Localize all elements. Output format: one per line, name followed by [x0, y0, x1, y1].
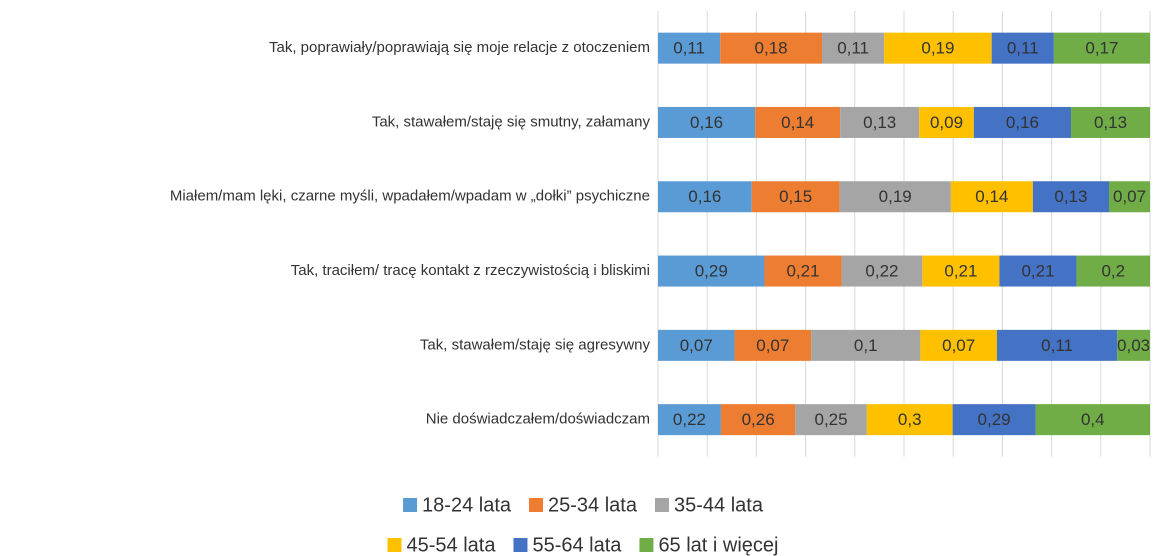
bar-segment — [996, 329, 1118, 361]
bar-segment — [866, 404, 953, 436]
category-label: Miałem/mam lęki, czarne myśli, wpadałem/… — [170, 188, 650, 205]
data-label: 0,07 — [942, 336, 975, 355]
data-label: 0,19 — [921, 39, 954, 58]
bar-segment — [839, 181, 951, 213]
legend-label: 45-54 lata — [407, 534, 497, 556]
bar-segment — [658, 404, 721, 436]
bar-segment — [922, 255, 1000, 287]
bar-segment — [1117, 329, 1150, 361]
data-label: 0,22 — [673, 410, 706, 429]
data-label: 0,25 — [815, 410, 848, 429]
data-label: 0,21 — [786, 262, 819, 281]
bar-segment — [658, 329, 735, 361]
bar-segment — [1109, 181, 1150, 213]
data-label: 0,4 — [1081, 410, 1105, 429]
category-label: Tak, poprawiały/poprawiają się moje rela… — [269, 39, 650, 56]
data-label: 0,21 — [1021, 262, 1054, 281]
bar-segment — [1035, 404, 1150, 436]
data-label: 0,09 — [930, 113, 963, 132]
bar-segment — [841, 255, 923, 287]
data-label: 0,17 — [1085, 39, 1118, 58]
data-label: 0,29 — [978, 410, 1011, 429]
bar-segment — [734, 329, 812, 361]
category-label: Nie doświadczałem/doświadczam — [426, 411, 650, 428]
data-label: 0,03 — [1117, 336, 1150, 355]
data-label: 0,2 — [1101, 262, 1125, 281]
bar-segment — [884, 32, 992, 64]
data-label: 0,26 — [742, 410, 775, 429]
data-label: 0,18 — [755, 39, 788, 58]
data-label: 0,13 — [1054, 187, 1087, 206]
data-label: 0,14 — [975, 187, 1008, 206]
data-label: 0,11 — [1041, 336, 1073, 355]
category-label: Tak, stawałem/staję się agresywny — [420, 336, 651, 353]
data-label: 0,11 — [673, 39, 705, 58]
data-label: 0,19 — [879, 187, 912, 206]
bar-segment — [999, 255, 1077, 287]
category-label: Tak, stawałem/staję się smutny, załamany — [372, 113, 651, 130]
bar-segment — [658, 181, 752, 213]
bar-segment — [658, 32, 721, 64]
bar-segment — [658, 255, 765, 287]
data-label: 0,14 — [781, 113, 814, 132]
bar-segment — [755, 106, 841, 138]
data-label: 0,22 — [865, 262, 898, 281]
legend-swatch — [529, 498, 544, 512]
data-label: 0,1 — [854, 336, 878, 355]
bar-segment — [822, 32, 885, 64]
bar-segment — [973, 106, 1072, 138]
bar-segment — [764, 255, 842, 287]
data-label: 0,16 — [1006, 113, 1039, 132]
legend-swatch — [513, 538, 528, 552]
bar-segment — [1076, 255, 1150, 287]
bar-segment — [720, 404, 796, 436]
data-label: 0,07 — [756, 336, 789, 355]
bar-segment — [1071, 106, 1150, 138]
legend-swatch — [654, 498, 669, 512]
legend-swatch — [639, 538, 654, 552]
legend-swatch — [403, 498, 418, 512]
bar-segment — [920, 329, 997, 361]
bar-segment — [919, 106, 974, 138]
data-label: 0,11 — [837, 39, 869, 58]
category-label: Tak, traciłem/ tracę kontakt z rzeczywis… — [291, 262, 650, 279]
legend-label: 65 lat i więcej — [658, 534, 778, 556]
bar-segment — [840, 106, 920, 138]
legend-label: 25-34 lata — [548, 494, 638, 516]
data-label: 0,15 — [779, 187, 812, 206]
bar-segment — [811, 329, 921, 361]
legend-swatch — [387, 538, 402, 552]
data-label: 0,16 — [690, 113, 723, 132]
data-label: 0,16 — [688, 187, 721, 206]
data-label: 0,07 — [680, 336, 713, 355]
data-label: 0,13 — [863, 113, 896, 132]
bar-segment — [720, 32, 822, 64]
bar-segment — [658, 106, 756, 138]
legend-label: 18-24 lata — [422, 494, 512, 516]
legend-label: 55-64 lata — [532, 534, 622, 556]
data-label: 0,11 — [1007, 39, 1039, 58]
data-label: 0,13 — [1094, 113, 1127, 132]
bar-segment — [1032, 181, 1109, 213]
bar-segment — [795, 404, 867, 436]
bar-segment — [950, 181, 1033, 213]
bar-segment — [991, 32, 1054, 64]
bar-segment — [751, 181, 840, 213]
data-label: 0,29 — [695, 262, 728, 281]
bar-segment — [952, 404, 1036, 436]
bar-segment — [1053, 32, 1150, 64]
data-label: 0,07 — [1113, 187, 1146, 206]
data-label: 0,21 — [944, 262, 977, 281]
data-label: 0,3 — [898, 410, 922, 429]
legend-label: 35-44 lata — [674, 494, 764, 516]
